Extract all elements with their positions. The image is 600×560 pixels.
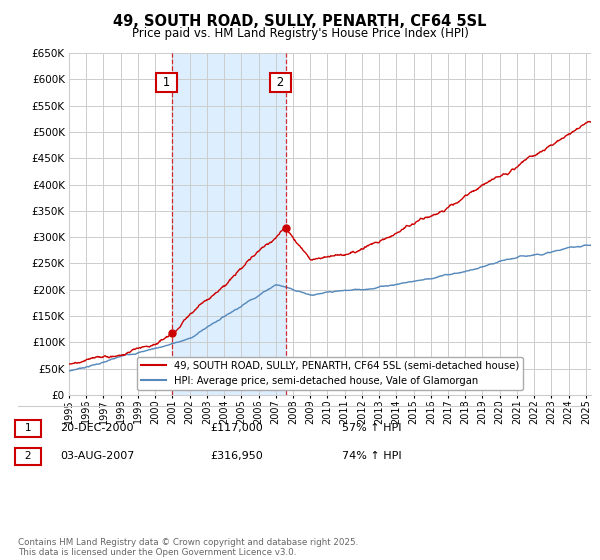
Text: 1: 1 bbox=[159, 76, 174, 88]
Text: 2: 2 bbox=[273, 76, 288, 88]
Text: 20-DEC-2000: 20-DEC-2000 bbox=[60, 423, 133, 433]
Legend: 49, SOUTH ROAD, SULLY, PENARTH, CF64 5SL (semi-detached house), HPI: Average pri: 49, SOUTH ROAD, SULLY, PENARTH, CF64 5SL… bbox=[137, 357, 523, 390]
Text: £117,000: £117,000 bbox=[210, 423, 263, 433]
Text: 74% ↑ HPI: 74% ↑ HPI bbox=[342, 451, 401, 461]
Text: 57% ↑ HPI: 57% ↑ HPI bbox=[342, 423, 401, 433]
Bar bbox=[172, 53, 286, 395]
Text: 1: 1 bbox=[18, 423, 38, 433]
Text: Contains HM Land Registry data © Crown copyright and database right 2025.
This d: Contains HM Land Registry data © Crown c… bbox=[18, 538, 358, 557]
Text: Price paid vs. HM Land Registry's House Price Index (HPI): Price paid vs. HM Land Registry's House … bbox=[131, 27, 469, 40]
Text: 2: 2 bbox=[18, 451, 38, 461]
Text: £316,950: £316,950 bbox=[210, 451, 263, 461]
Text: 49, SOUTH ROAD, SULLY, PENARTH, CF64 5SL: 49, SOUTH ROAD, SULLY, PENARTH, CF64 5SL bbox=[113, 14, 487, 29]
Text: 03-AUG-2007: 03-AUG-2007 bbox=[60, 451, 134, 461]
